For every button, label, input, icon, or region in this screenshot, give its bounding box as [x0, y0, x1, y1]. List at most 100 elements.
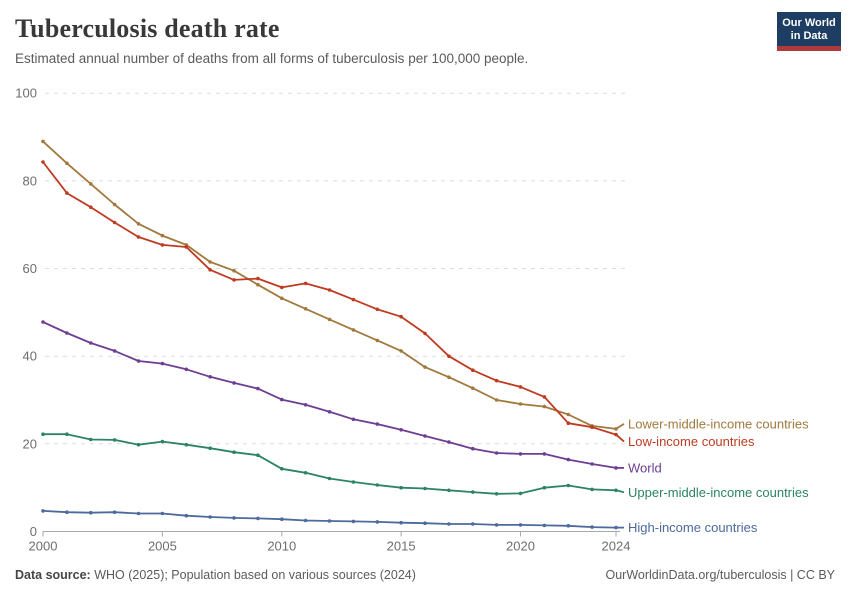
series-point-low-income[interactable]: [256, 276, 260, 281]
series-point-high-income[interactable]: [590, 525, 594, 529]
series-point-high-income[interactable]: [471, 522, 475, 526]
series-point-high-income[interactable]: [399, 520, 403, 525]
series-point-upper-middle-income[interactable]: [375, 483, 380, 487]
series-point-high-income[interactable]: [280, 517, 284, 521]
series-point-high-income[interactable]: [65, 510, 69, 514]
series-point-lower-middle-income[interactable]: [327, 317, 332, 322]
series-point-low-income[interactable]: [447, 354, 451, 359]
series-point-low-income[interactable]: [375, 307, 380, 312]
series-point-upper-middle-income[interactable]: [327, 476, 332, 481]
series-point-low-income[interactable]: [184, 245, 189, 249]
series-point-upper-middle-income[interactable]: [542, 485, 547, 490]
series-point-upper-middle-income[interactable]: [184, 442, 189, 447]
series-point-world[interactable]: [471, 446, 475, 451]
series-point-lower-middle-income[interactable]: [41, 139, 45, 144]
series-point-world[interactable]: [303, 403, 308, 407]
series-point-low-income[interactable]: [590, 425, 594, 430]
series-point-low-income[interactable]: [566, 421, 571, 426]
owid-logo[interactable]: Our World in Data: [777, 12, 841, 51]
series-point-upper-middle-income[interactable]: [494, 492, 499, 496]
series-line-upper-middle-income[interactable]: [43, 433, 617, 495]
series-point-lower-middle-income[interactable]: [160, 233, 165, 238]
series-point-world[interactable]: [566, 457, 571, 462]
series-point-upper-middle-income[interactable]: [280, 467, 284, 471]
series-point-world[interactable]: [89, 341, 93, 345]
series-point-lower-middle-income[interactable]: [256, 282, 260, 287]
series-point-world[interactable]: [351, 417, 356, 422]
series-point-lower-middle-income[interactable]: [280, 296, 284, 301]
series-point-lower-middle-income[interactable]: [566, 412, 571, 417]
series-point-high-income[interactable]: [256, 516, 260, 521]
series-point-lower-middle-income[interactable]: [614, 427, 618, 431]
series-point-low-income[interactable]: [208, 268, 212, 272]
series-point-upper-middle-income[interactable]: [208, 446, 212, 451]
series-point-world[interactable]: [208, 375, 212, 379]
series-point-lower-middle-income[interactable]: [447, 375, 451, 380]
series-point-world[interactable]: [136, 359, 141, 363]
series-point-low-income[interactable]: [41, 160, 45, 164]
series-point-upper-middle-income[interactable]: [351, 480, 356, 484]
series-point-lower-middle-income[interactable]: [351, 328, 356, 332]
series-point-upper-middle-income[interactable]: [471, 490, 475, 494]
series-point-world[interactable]: [232, 381, 236, 385]
series-point-high-income[interactable]: [184, 513, 189, 518]
series-point-lower-middle-income[interactable]: [232, 268, 236, 273]
series-point-high-income[interactable]: [303, 518, 308, 523]
series-point-low-income[interactable]: [614, 432, 618, 437]
series-point-world[interactable]: [184, 367, 189, 372]
series-point-world[interactable]: [399, 428, 403, 432]
series-point-upper-middle-income[interactable]: [65, 432, 69, 437]
series-point-world[interactable]: [447, 440, 451, 444]
series-point-low-income[interactable]: [303, 281, 308, 286]
series-point-high-income[interactable]: [232, 516, 236, 520]
series-point-lower-middle-income[interactable]: [112, 202, 117, 207]
series-line-lower-middle-income[interactable]: [42, 140, 617, 430]
series-point-high-income[interactable]: [351, 519, 356, 524]
series-point-world[interactable]: [112, 349, 117, 353]
series-point-upper-middle-income[interactable]: [590, 487, 594, 492]
series-point-low-income[interactable]: [160, 243, 165, 247]
series-point-world[interactable]: [614, 466, 618, 470]
series-point-world[interactable]: [542, 452, 547, 456]
series-line-low-income[interactable]: [42, 161, 617, 436]
series-point-high-income[interactable]: [423, 521, 427, 525]
series-point-lower-middle-income[interactable]: [518, 402, 523, 406]
series-point-world[interactable]: [590, 462, 594, 466]
series-point-high-income[interactable]: [375, 520, 380, 524]
series-point-low-income[interactable]: [89, 205, 93, 209]
series-point-low-income[interactable]: [518, 385, 523, 389]
series-point-upper-middle-income[interactable]: [160, 439, 165, 444]
series-point-world[interactable]: [65, 331, 69, 335]
series-point-lower-middle-income[interactable]: [136, 222, 141, 226]
series-point-world[interactable]: [256, 386, 260, 391]
series-label-upper-middle-income[interactable]: Upper-middle-income countries: [628, 485, 809, 500]
series-point-high-income[interactable]: [136, 511, 141, 516]
series-point-lower-middle-income[interactable]: [375, 338, 380, 343]
series-point-lower-middle-income[interactable]: [494, 398, 499, 402]
series-point-high-income[interactable]: [447, 522, 451, 526]
series-point-upper-middle-income[interactable]: [614, 488, 618, 493]
series-point-low-income[interactable]: [280, 285, 284, 290]
series-point-lower-middle-income[interactable]: [208, 260, 212, 264]
series-point-upper-middle-income[interactable]: [423, 486, 427, 491]
series-point-upper-middle-income[interactable]: [41, 432, 45, 437]
series-point-high-income[interactable]: [518, 523, 523, 527]
series-point-upper-middle-income[interactable]: [399, 485, 403, 490]
series-point-world[interactable]: [160, 361, 165, 366]
series-point-high-income[interactable]: [614, 525, 618, 530]
series-point-low-income[interactable]: [351, 297, 356, 302]
series-point-world[interactable]: [423, 434, 427, 438]
series-point-high-income[interactable]: [542, 523, 547, 528]
series-point-high-income[interactable]: [494, 523, 499, 527]
series-point-world[interactable]: [327, 410, 332, 414]
series-point-low-income[interactable]: [542, 395, 547, 399]
series-point-high-income[interactable]: [566, 524, 571, 528]
series-point-low-income[interactable]: [112, 220, 117, 225]
series-point-lower-middle-income[interactable]: [89, 182, 93, 186]
series-label-lower-middle-income[interactable]: Lower-middle-income countries: [628, 416, 809, 431]
series-point-world[interactable]: [41, 320, 45, 324]
series-point-lower-middle-income[interactable]: [65, 161, 69, 166]
series-point-world[interactable]: [518, 452, 523, 456]
series-point-low-income[interactable]: [65, 191, 69, 195]
series-label-high-income[interactable]: High-income countries: [628, 520, 758, 535]
